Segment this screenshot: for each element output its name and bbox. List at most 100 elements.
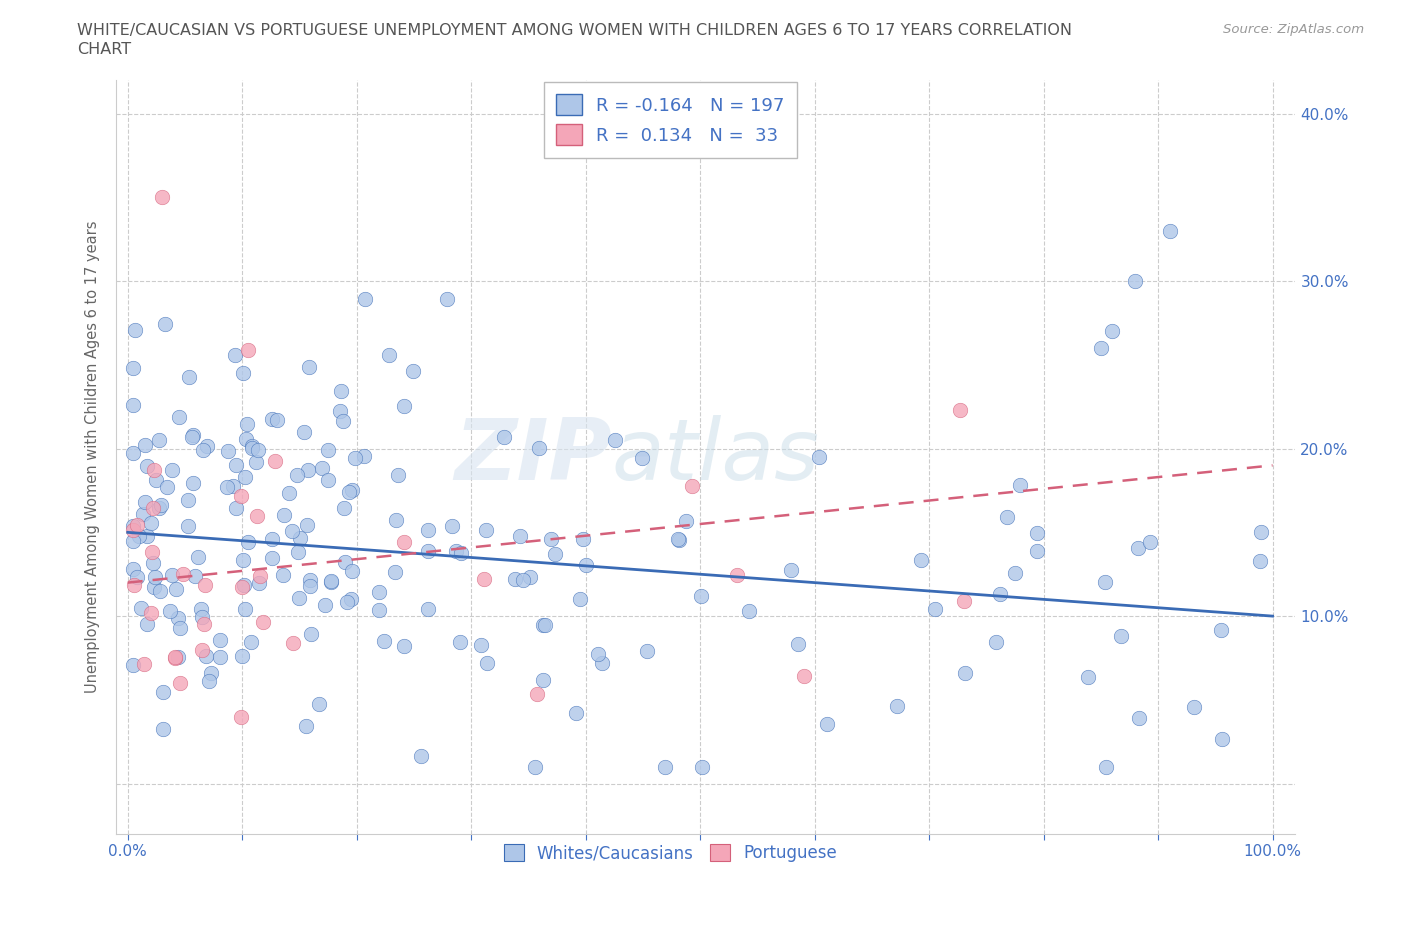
Point: [1250, 525, 1272, 539]
Point: [152, 722, 174, 737]
Point: [233, 470, 256, 485]
Point: [169, 620, 191, 635]
Point: [169, 675, 191, 690]
Point: [1026, 544, 1049, 559]
Point: [139, 516, 162, 531]
Point: [368, 603, 391, 618]
Point: [285, 468, 308, 483]
Point: [141, 545, 163, 560]
Point: [135, 529, 157, 544]
Point: [246, 509, 269, 524]
Point: [299, 627, 322, 642]
Point: [738, 604, 761, 618]
Point: [292, 424, 315, 439]
Point: [139, 605, 162, 620]
Point: [1004, 565, 1026, 580]
Point: [200, 665, 222, 680]
Point: [392, 399, 415, 414]
Point: [725, 567, 748, 582]
Point: [290, 531, 312, 546]
Point: [122, 523, 145, 538]
Point: [387, 468, 409, 483]
Point: [129, 600, 152, 615]
Point: [143, 579, 166, 594]
Point: [1010, 478, 1032, 493]
Point: [145, 473, 167, 488]
Point: [681, 478, 703, 493]
Point: [198, 673, 221, 688]
Point: [271, 568, 294, 583]
Point: [575, 558, 598, 573]
Point: [160, 567, 183, 582]
Point: [298, 573, 321, 588]
Point: [368, 585, 391, 600]
Point: [278, 485, 301, 500]
Point: [260, 411, 283, 426]
Point: [591, 656, 613, 671]
Point: [122, 578, 145, 592]
Point: [949, 403, 972, 418]
Point: [675, 513, 697, 528]
Text: CHART: CHART: [77, 42, 131, 57]
Point: [128, 529, 150, 544]
Point: [318, 443, 340, 458]
Point: [988, 587, 1011, 602]
Point: [1128, 711, 1150, 725]
Point: [181, 428, 204, 443]
Point: [418, 602, 440, 617]
Point: [314, 598, 336, 613]
Point: [319, 575, 342, 590]
Point: [295, 518, 318, 533]
Point: [337, 485, 360, 499]
Point: [208, 633, 231, 648]
Point: [780, 563, 803, 578]
Point: [503, 572, 526, 587]
Text: Source: ZipAtlas.com: Source: ZipAtlas.com: [1223, 23, 1364, 36]
Point: [165, 582, 187, 597]
Point: [156, 479, 179, 494]
Point: [134, 438, 156, 453]
Point: [167, 409, 190, 424]
Point: [449, 635, 471, 650]
Point: [519, 569, 541, 584]
Point: [540, 532, 562, 547]
Point: [995, 510, 1018, 525]
Point: [354, 291, 377, 306]
Point: [1128, 540, 1150, 555]
Point: [122, 562, 145, 577]
Point: [531, 618, 554, 633]
Point: [329, 404, 352, 418]
Point: [910, 552, 932, 567]
Point: [311, 461, 333, 476]
Point: [260, 551, 283, 565]
Point: [1249, 553, 1271, 568]
Point: [786, 636, 808, 651]
Point: [184, 569, 207, 584]
Point: [808, 449, 831, 464]
Point: [273, 508, 295, 523]
Point: [416, 523, 439, 538]
Point: [150, 190, 173, 205]
Point: [177, 369, 200, 384]
Point: [637, 644, 659, 658]
Point: [342, 564, 364, 578]
Point: [344, 450, 367, 465]
Point: [534, 618, 557, 632]
Point: [148, 432, 170, 447]
Point: [568, 591, 591, 606]
Point: [122, 445, 145, 460]
Point: [136, 617, 159, 631]
Point: [1123, 273, 1146, 288]
Point: [191, 609, 214, 624]
Point: [333, 554, 356, 569]
Point: [232, 578, 254, 592]
Point: [195, 438, 218, 453]
Point: [142, 556, 165, 571]
Point: [1159, 223, 1181, 238]
Point: [475, 523, 498, 538]
Point: [195, 649, 218, 664]
Point: [240, 634, 263, 649]
Point: [886, 698, 908, 713]
Point: [225, 458, 247, 472]
Point: [166, 611, 188, 626]
